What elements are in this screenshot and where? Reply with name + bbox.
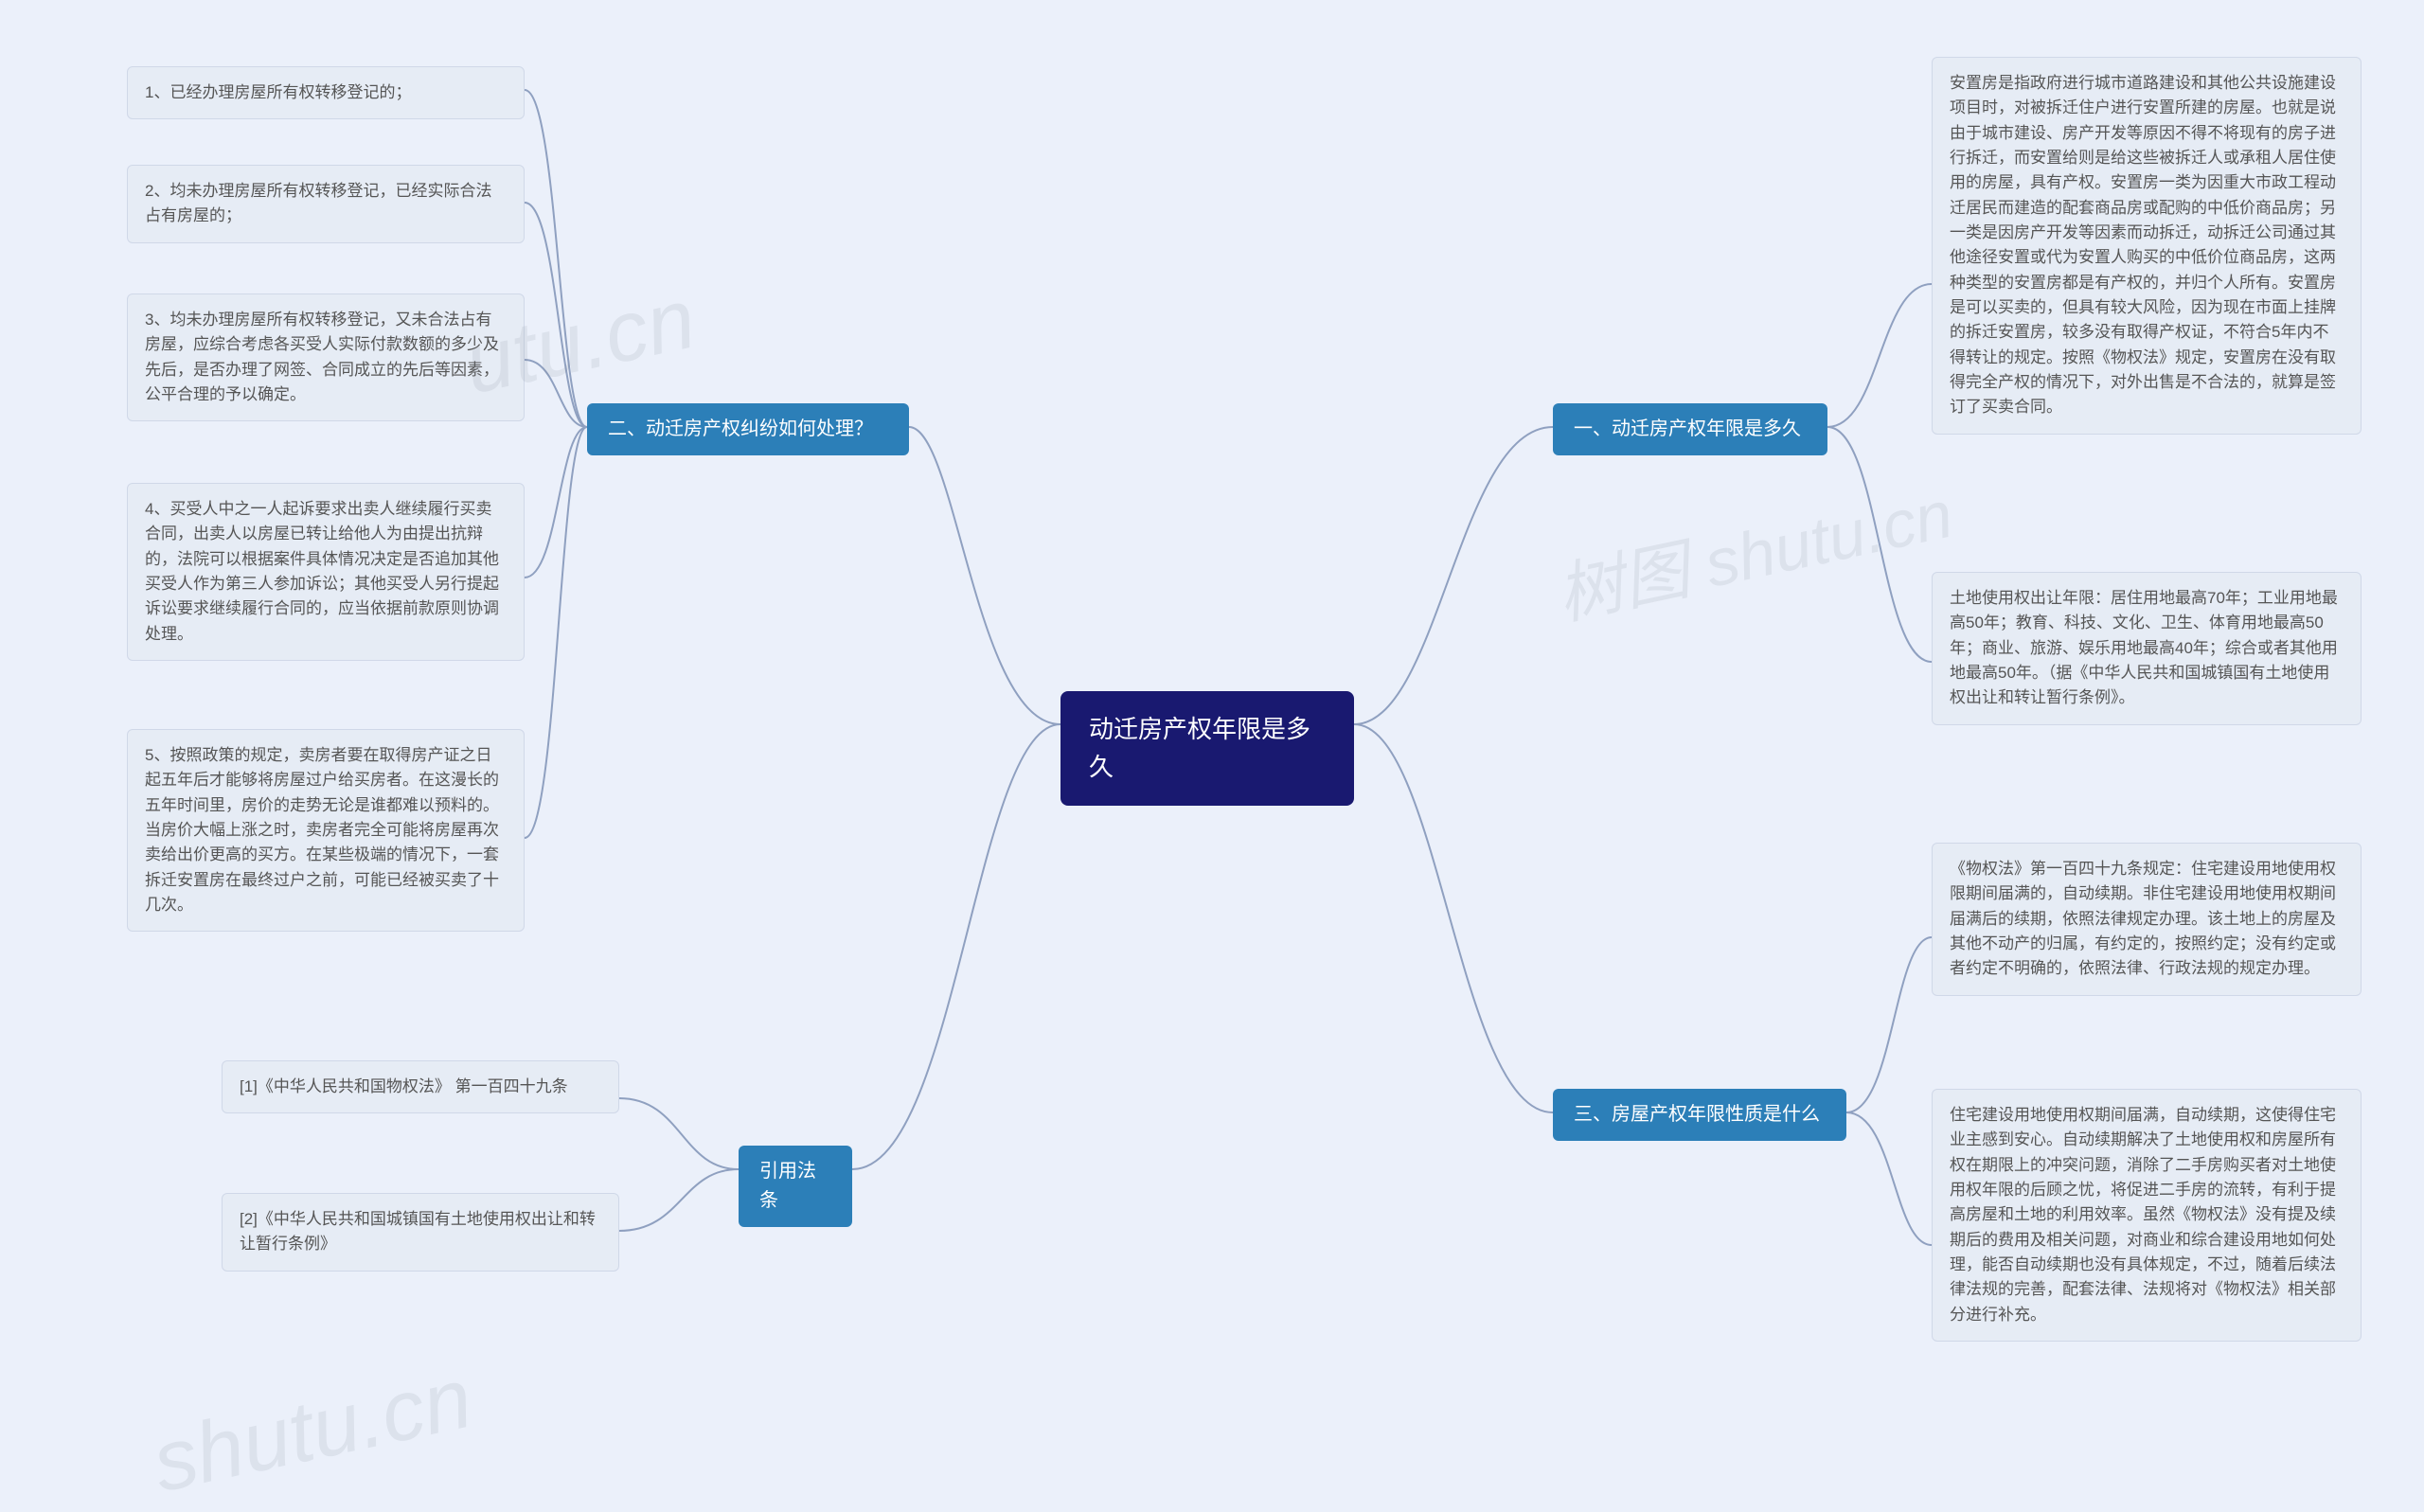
watermark: 树图 shutu.cn	[1547, 461, 1960, 638]
leaf-b1-2: 土地使用权出让年限：居住用地最高70年；工业用地最高50年；教育、科技、文化、卫…	[1932, 572, 2362, 725]
branch-one[interactable]: 一、动迁房产权年限是多久	[1553, 403, 1827, 455]
leaf-b2-4: 4、买受人中之一人起诉要求出卖人继续履行买卖合同，出卖人以房屋已转让给他人为由提…	[127, 483, 525, 661]
watermark: shutu.cn	[145, 1350, 480, 1512]
branch-two[interactable]: 二、动迁房产权纠纷如何处理？	[587, 403, 909, 455]
leaf-b4-2: [2]《中华人民共和国城镇国有土地使用权出让和转让暂行条例》	[222, 1193, 619, 1272]
center-label: 动迁房产权年限是多久	[1089, 715, 1310, 781]
leaf-b2-1: 1、已经办理房屋所有权转移登记的；	[127, 66, 525, 119]
leaf-b2-5: 5、按照政策的规定，卖房者要在取得房产证之日起五年后才能够将房屋过户给买房者。在…	[127, 729, 525, 932]
center-topic[interactable]: 动迁房产权年限是多久	[1060, 691, 1354, 806]
leaf-b2-2: 2、均未办理房屋所有权转移登记，已经实际合法占有房屋的；	[127, 165, 525, 243]
leaf-b1-1: 安置房是指政府进行城市道路建设和其他公共设施建设项目时，对被拆迁住户进行安置所建…	[1932, 57, 2362, 435]
leaf-b3-2: 住宅建设用地使用权期间届满，自动续期，这使得住宅业主感到安心。自动续期解决了土地…	[1932, 1089, 2362, 1342]
branch-label: 引用法条	[759, 1161, 816, 1211]
branch-label: 一、动迁房产权年限是多久	[1574, 418, 1801, 439]
leaf-b3-1: 《物权法》第一百四十九条规定：住宅建设用地使用权限期间届满的，自动续期。非住宅建…	[1932, 843, 2362, 996]
leaf-b2-3: 3、均未办理房屋所有权转移登记，又未合法占有房屋，应综合考虑各买受人实际付款数额…	[127, 294, 525, 421]
branch-label: 二、动迁房产权纠纷如何处理？	[608, 418, 873, 439]
leaf-b4-1: [1]《中华人民共和国物权法》 第一百四十九条	[222, 1060, 619, 1113]
branch-label: 三、房屋产权年限性质是什么	[1574, 1104, 1820, 1125]
branch-three[interactable]: 三、房屋产权年限性质是什么	[1553, 1089, 1846, 1141]
branch-citations[interactable]: 引用法条	[739, 1146, 852, 1227]
